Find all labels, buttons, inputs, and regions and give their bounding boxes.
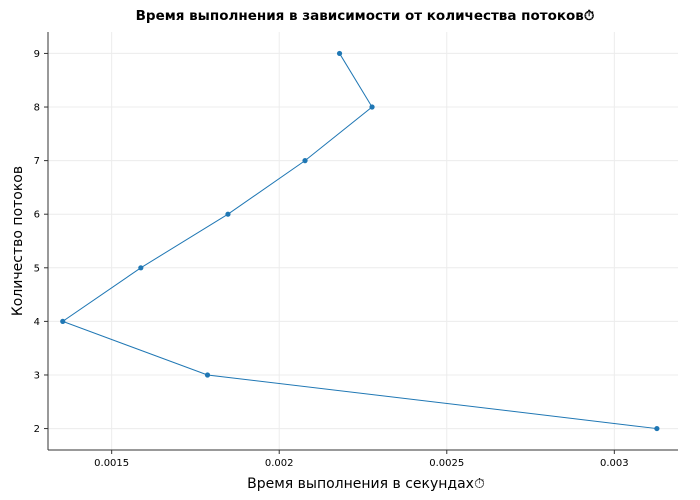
x-tick-label: 0.0025 (429, 458, 464, 469)
data-point (138, 265, 144, 271)
chart-title: Время выполнения в зависимости от количе… (135, 8, 595, 24)
data-point (336, 50, 343, 57)
data-point (225, 211, 231, 217)
grid-lines (48, 32, 678, 450)
x-tick-label: 0.0015 (94, 458, 129, 469)
series-line (61, 53, 657, 430)
y-tick-label: 4 (34, 317, 40, 328)
axis-ticks: 0.0015 0.002 0.0025 0.003 2 3 4 5 6 7 8 9 (34, 49, 629, 469)
data-point (60, 318, 66, 324)
y-tick-label: 7 (34, 156, 40, 167)
y-tick-label: 2 (34, 424, 40, 435)
data-point (302, 158, 308, 164)
y-tick-label: 5 (34, 263, 40, 274)
x-tick-label: 0.003 (600, 458, 629, 469)
y-tick-label: 3 (34, 370, 40, 381)
data-point (369, 104, 375, 110)
series-layer (60, 50, 660, 432)
x-tick-label: 0.002 (265, 458, 294, 469)
x-axis-label: Время выполнения в секундах⏱ (247, 476, 485, 492)
y-tick-label: 9 (34, 49, 40, 60)
data-point (654, 425, 660, 432)
y-tick-label: 8 (34, 103, 40, 114)
y-tick-label: 6 (34, 210, 40, 221)
data-point (204, 372, 211, 378)
y-axis-label: Количество потоков (10, 166, 26, 316)
